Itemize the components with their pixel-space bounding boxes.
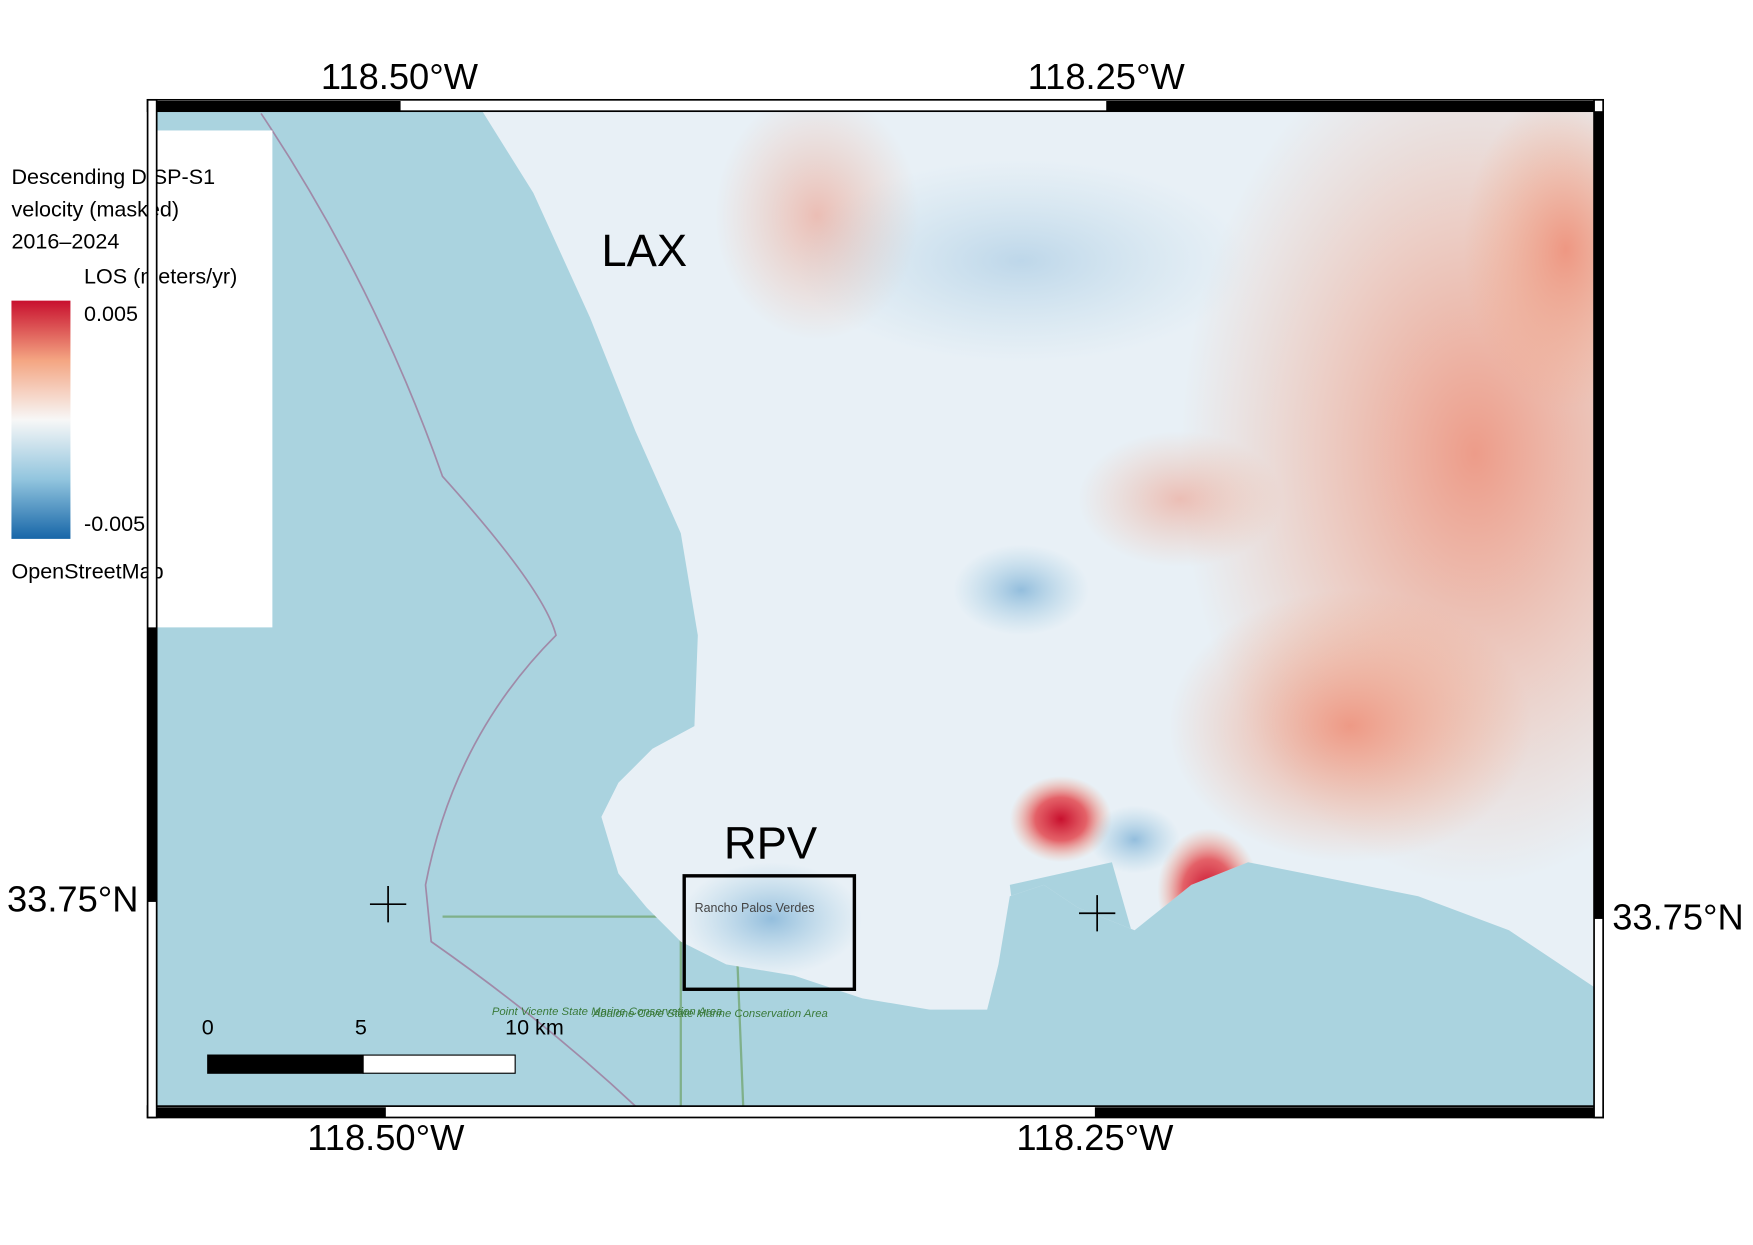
scale-label: 0 — [202, 1015, 214, 1040]
lon-label: 118.25°W — [1028, 56, 1186, 97]
annotation: LAX — [601, 225, 687, 276]
place-label: Rancho Palos Verdes — [695, 901, 815, 915]
legend-title: 2016–2024 — [11, 228, 119, 253]
subsidence-region — [794, 158, 1249, 364]
frame-segment — [156, 100, 401, 112]
legend-title: Descending DISP-S1 — [11, 164, 215, 189]
graticule-cross — [369, 886, 1116, 932]
colorbar-min: -0.005 — [84, 511, 145, 536]
frame-segment — [1094, 1107, 1595, 1118]
scale-label: 5 — [355, 1015, 367, 1040]
uplift-region — [1463, 111, 1595, 409]
scale-bar — [207, 1054, 364, 1074]
basemap-credit: OpenStreetMap — [11, 559, 163, 584]
lat-label: 33.75°N — [1612, 897, 1744, 938]
lon-label: 118.50°W — [307, 1117, 465, 1158]
marine-area-label: Abalone Cove State Marine Conservation A… — [592, 1008, 828, 1020]
scale-bar — [362, 1054, 516, 1074]
lat-label: 33.75°N — [7, 879, 139, 920]
marine-area-label: Point Vicente State Marine Conservation … — [492, 1006, 722, 1018]
subsidence-region — [1089, 805, 1180, 874]
velocity-field — [482, 111, 1595, 1010]
frame-segment — [156, 1107, 386, 1118]
scale-label: 10 km — [505, 1015, 564, 1040]
frame-segment — [1106, 100, 1595, 112]
frame-segment — [147, 627, 157, 902]
colorbar-label: LOS (meters/yr) — [84, 264, 237, 289]
lon-label: 118.25°W — [1016, 1117, 1174, 1158]
highlight-box — [682, 874, 857, 991]
subsidence-region — [953, 544, 1090, 636]
colorbar-max: 0.005 — [84, 301, 138, 326]
annotation: RPV — [724, 817, 818, 868]
frame-left — [146, 98, 158, 1119]
colorbar — [11, 300, 71, 539]
map-frame — [146, 98, 1604, 1119]
uplift-region — [1077, 431, 1283, 568]
county-boundary — [260, 112, 637, 1107]
uplift-hotspot — [1009, 775, 1112, 863]
frame-segment — [1594, 111, 1604, 919]
subsidence-region — [680, 862, 863, 976]
lon-label: 118.50°W — [321, 56, 479, 97]
uplift-region — [1168, 589, 1532, 863]
